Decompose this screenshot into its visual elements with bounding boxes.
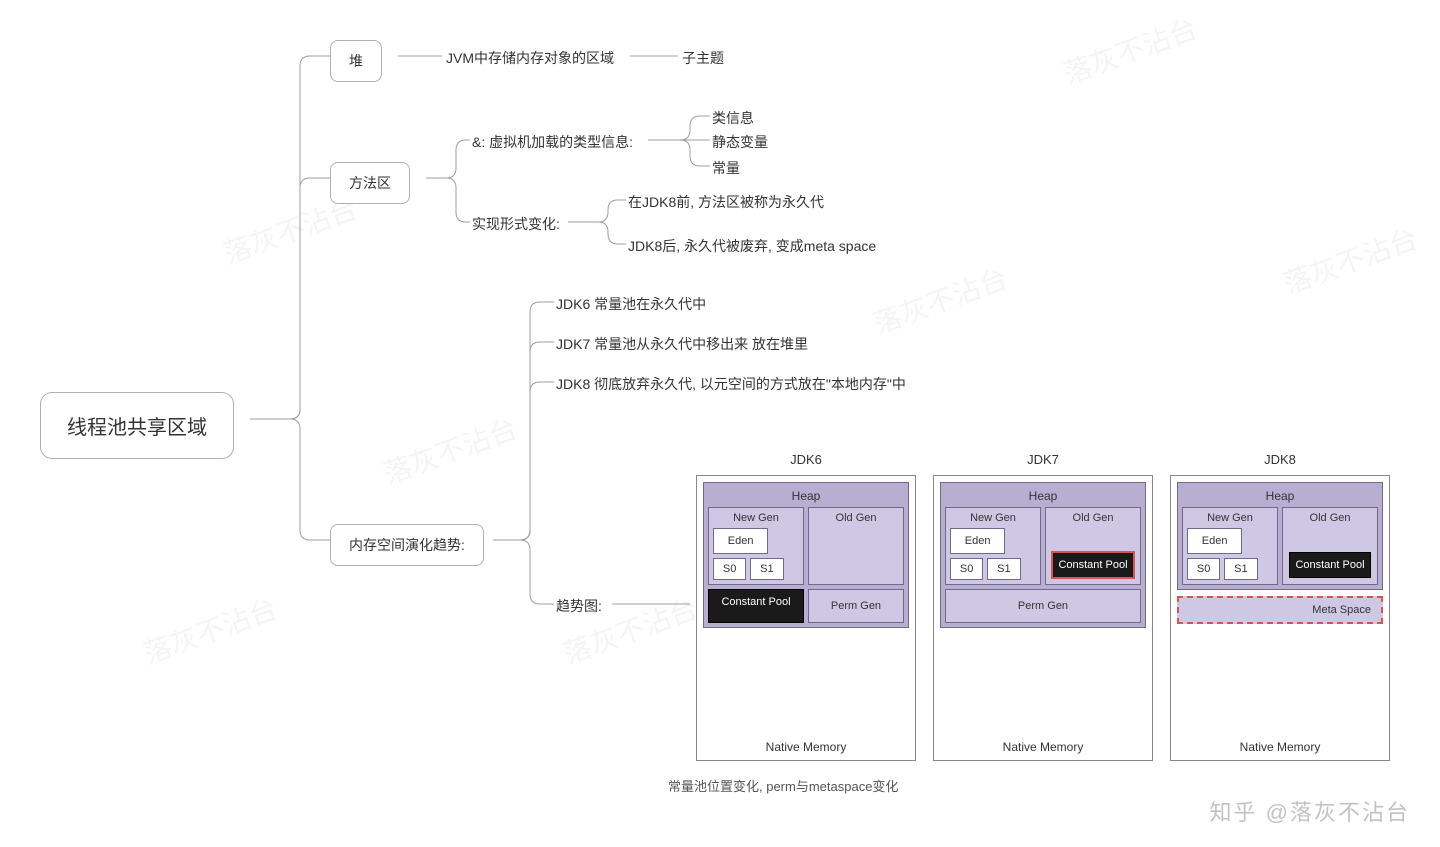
root-node: 线程池共享区域 [40, 392, 234, 459]
heap-label: 堆 [349, 53, 363, 69]
evolution-item-0: JDK6 常量池在永久代中 [556, 294, 706, 314]
jdk7-heap: Heap New Gen Eden S0 S1 Old Gen Constant… [940, 482, 1146, 628]
jdk6-heap-label: Heap [708, 487, 904, 507]
jdk8-native: Heap New Gen Eden S0 S1 Old Gen Constant… [1170, 475, 1390, 761]
bg-watermark: 落灰不沾台 [1277, 217, 1422, 302]
bg-watermark: 落灰不沾台 [1057, 7, 1202, 92]
jdk8-newgen-label: New Gen [1187, 512, 1273, 524]
figures-caption: 常量池位置变化, perm与metaspace变化 [668, 776, 898, 795]
jdk7-native: Heap New Gen Eden S0 S1 Old Gen Constant… [933, 475, 1153, 761]
implchange-label: 实现形式变化: [472, 214, 560, 234]
jdk7-s1: S1 [987, 558, 1020, 580]
typeinfo-item-0: 类信息 [712, 108, 754, 128]
bg-watermark: 落灰不沾台 [377, 407, 522, 492]
heap-sub: 子主题 [682, 48, 724, 68]
jdk7-figure: JDK7 Heap New Gen Eden S0 S1 Old Gen Con… [933, 452, 1153, 761]
jdk8-native-label: Native Memory [1171, 740, 1389, 754]
jdk8-figure: JDK8 Heap New Gen Eden S0 S1 Old Gen Con… [1170, 452, 1390, 761]
jdk6-native: Heap New Gen Eden S0 S1 Old Gen Constant… [696, 475, 916, 761]
methodarea-node: 方法区 [330, 162, 410, 204]
jdk7-newgen: New Gen Eden S0 S1 [945, 507, 1041, 585]
jdk8-constpool: Constant Pool [1289, 552, 1371, 578]
jdk8-heap: Heap New Gen Eden S0 S1 Old Gen Constant… [1177, 482, 1383, 590]
jdk8-eden: Eden [1187, 528, 1242, 554]
jdk7-native-label: Native Memory [934, 740, 1152, 754]
jdk8-metaspace: Meta Space [1177, 596, 1383, 624]
jdk6-constpool: Constant Pool [708, 589, 804, 623]
evolution-node: 内存空间演化趋势: [330, 524, 484, 566]
jdk7-eden: Eden [950, 528, 1005, 554]
jdk8-s0: S0 [1187, 558, 1220, 580]
jdk8-heap-label: Heap [1182, 487, 1378, 507]
jdk6-newgen-label: New Gen [713, 512, 799, 524]
jdk6-oldgen: Old Gen [808, 507, 904, 585]
jdk8-oldgen: Old Gen Constant Pool [1282, 507, 1378, 585]
root-label: 线程池共享区域 [67, 417, 207, 439]
implchange-item-0: 在JDK8前, 方法区被称为永久代 [628, 192, 824, 212]
jdk7-s0: S0 [950, 558, 983, 580]
jdk7-oldgen: Old Gen Constant Pool [1045, 507, 1141, 585]
jdk6-s0: S0 [713, 558, 746, 580]
corner-watermark: 知乎 @落灰不沾台 [1210, 795, 1410, 827]
jdk6-figure: JDK6 Heap New Gen Eden S0 S1 Old Gen Con… [696, 452, 916, 761]
jdk7-newgen-label: New Gen [950, 512, 1036, 524]
typeinfo-label: &: 虚拟机加载的类型信息: [472, 132, 633, 152]
jdk7-permgen: Perm Gen [945, 589, 1141, 623]
jdk6-s1: S1 [750, 558, 783, 580]
evolution-item-2: JDK8 彻底放弃永久代, 以元空间的方式放在"本地内存"中 [556, 374, 906, 394]
heap-node: 堆 [330, 40, 382, 82]
trend-label: 趋势图: [556, 596, 602, 616]
jdk6-heap: Heap New Gen Eden S0 S1 Old Gen Constant… [703, 482, 909, 628]
jdk8-newgen: New Gen Eden S0 S1 [1182, 507, 1278, 585]
jdk7-heap-label: Heap [945, 487, 1141, 507]
jdk7-oldgen-label: Old Gen [1050, 512, 1136, 524]
evolution-item-1: JDK7 常量池从永久代中移出来 放在堆里 [556, 334, 808, 354]
jdk7-constpool: Constant Pool [1052, 552, 1134, 578]
jdk6-native-label: Native Memory [697, 740, 915, 754]
bg-watermark: 落灰不沾台 [137, 587, 282, 672]
bg-watermark: 落灰不沾台 [867, 257, 1012, 342]
jdk8-oldgen-label: Old Gen [1287, 512, 1373, 524]
evolution-label: 内存空间演化趋势: [349, 537, 465, 553]
jdk6-title: JDK6 [696, 452, 916, 467]
methodarea-label: 方法区 [349, 175, 391, 191]
jdk6-newgen: New Gen Eden S0 S1 [708, 507, 804, 585]
jdk7-title: JDK7 [933, 452, 1153, 467]
jdk8-s1: S1 [1224, 558, 1257, 580]
implchange-item-1: JDK8后, 永久代被废弃, 变成meta space [628, 236, 876, 256]
typeinfo-item-2: 常量 [712, 158, 740, 178]
jdk8-title: JDK8 [1170, 452, 1390, 467]
typeinfo-item-1: 静态变量 [712, 132, 768, 152]
jdk6-permgen: Perm Gen [808, 589, 904, 623]
jdk6-eden: Eden [713, 528, 768, 554]
jdk6-oldgen-label: Old Gen [813, 512, 899, 524]
jdk8-metaspace-label: Meta Space [1312, 604, 1371, 616]
heap-desc: JVM中存储内存对象的区域 [446, 48, 614, 68]
